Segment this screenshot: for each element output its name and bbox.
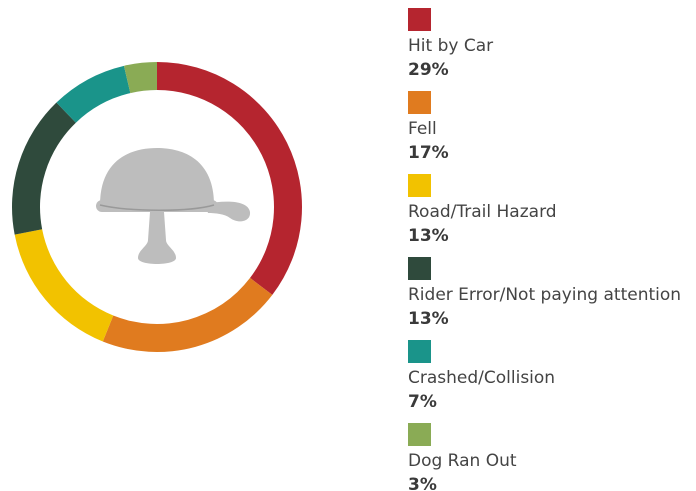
legend-label: Dog Ran Out <box>408 451 517 471</box>
legend-swatch <box>408 91 431 114</box>
legend-label: Hit by Car <box>408 36 493 56</box>
donut-segment <box>56 65 131 123</box>
legend-swatch <box>408 8 431 31</box>
legend-swatch <box>408 340 431 363</box>
donut-segment <box>14 229 114 342</box>
legend-swatch <box>408 423 431 446</box>
donut-segment <box>157 62 302 295</box>
legend-value: 29% <box>408 60 449 80</box>
legend-label: Fell <box>408 119 437 139</box>
donut-segment <box>102 277 273 352</box>
legend-swatch <box>408 257 431 280</box>
legend-label: Rider Error/Not paying attention <box>408 285 681 305</box>
legend-value: 7% <box>408 392 437 412</box>
donut-segment <box>123 62 157 94</box>
legend-value: 13% <box>408 309 449 329</box>
legend-label: Crashed/Collision <box>408 368 555 388</box>
legend-value: 13% <box>408 226 449 246</box>
bell-icon <box>96 148 251 264</box>
legend-value: 17% <box>408 143 449 163</box>
legend-swatch <box>408 174 431 197</box>
legend-value: 3% <box>408 475 437 491</box>
donut-segment <box>11 102 76 235</box>
legend-label: Road/Trail Hazard <box>408 202 557 222</box>
